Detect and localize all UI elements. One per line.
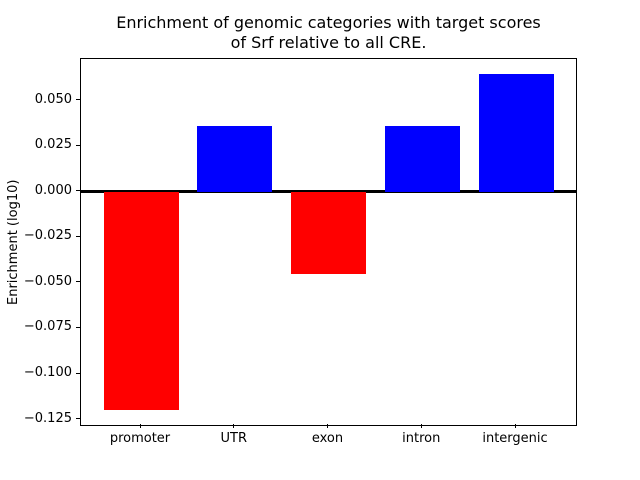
x-tick-label-intergenic: intergenic bbox=[482, 431, 548, 446]
y-tick bbox=[76, 235, 80, 237]
y-tick bbox=[76, 190, 80, 192]
bar-intron bbox=[384, 126, 460, 192]
y-tick bbox=[76, 418, 80, 420]
x-tick-UTR bbox=[233, 424, 235, 428]
x-tick-exon bbox=[327, 424, 328, 428]
chart-title-line-2: of Srf relative to all CRE. bbox=[230, 33, 427, 52]
bar-promoter bbox=[103, 191, 179, 411]
y-tick-label: −0.100 bbox=[23, 365, 72, 380]
plot-area bbox=[80, 58, 577, 426]
x-tick-promoter bbox=[139, 424, 141, 428]
y-tick-label: 0.025 bbox=[34, 137, 72, 153]
x-tick-label-intron: intron bbox=[402, 431, 441, 446]
x-tick-intron bbox=[420, 424, 422, 428]
bar-UTR bbox=[197, 126, 273, 192]
x-tick-label-promoter: promoter bbox=[109, 431, 171, 446]
y-tick-label: 0.050 bbox=[34, 91, 72, 107]
y-tick-label: 0.000 bbox=[34, 182, 72, 198]
chart-title: Enrichment of genomic categories with ta… bbox=[80, 13, 577, 53]
y-tick-label: −0.125 bbox=[23, 410, 72, 426]
y-tick bbox=[76, 281, 80, 283]
y-tick-label: −0.075 bbox=[23, 319, 72, 335]
x-tick-label-exon: exon bbox=[311, 431, 344, 446]
bar-exon bbox=[291, 191, 366, 274]
y-tick-label: −0.025 bbox=[23, 228, 72, 244]
x-tick-intergenic bbox=[514, 424, 516, 428]
y-tick-label: −0.050 bbox=[23, 273, 72, 289]
y-tick bbox=[76, 372, 80, 374]
y-tick bbox=[76, 99, 80, 101]
bar-intergenic bbox=[478, 74, 554, 192]
chart-title-line-1: Enrichment of genomic categories with ta… bbox=[116, 13, 541, 32]
y-tick bbox=[76, 144, 80, 146]
x-tick-label-UTR: UTR bbox=[220, 431, 248, 446]
y-tick bbox=[76, 326, 80, 328]
